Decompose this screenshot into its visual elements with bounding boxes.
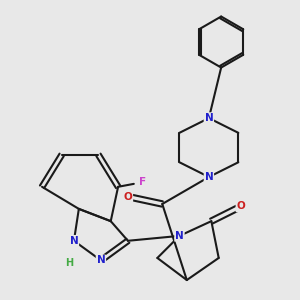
Text: N: N: [70, 236, 78, 246]
Text: N: N: [205, 113, 213, 123]
Text: H: H: [65, 258, 73, 268]
Text: N: N: [205, 172, 213, 182]
Text: N: N: [97, 255, 105, 266]
Text: O: O: [124, 192, 132, 202]
Text: O: O: [236, 201, 245, 212]
Text: F: F: [139, 177, 146, 187]
Text: N: N: [175, 231, 184, 241]
